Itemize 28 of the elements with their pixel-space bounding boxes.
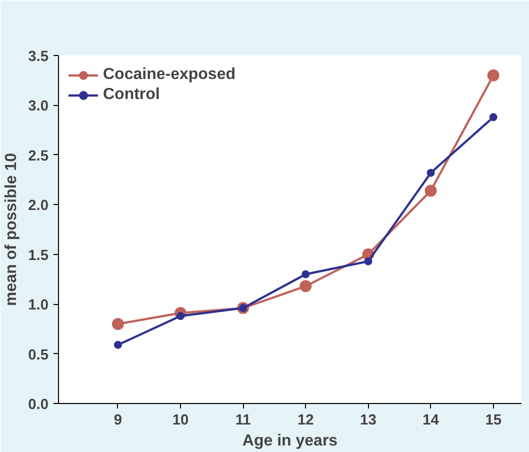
point <box>426 168 435 177</box>
x-tick-label: 10 <box>172 412 189 428</box>
point <box>364 257 372 266</box>
y-tick-label: 0.5 <box>28 347 48 364</box>
point <box>302 270 310 278</box>
y-tick-label: 3.5 <box>28 49 48 65</box>
y-tick-label: 2.5 <box>28 148 48 164</box>
x-tick-label: 14 <box>422 412 440 428</box>
y-tick-label: 3.0 <box>28 98 48 115</box>
x-tick-label: 13 <box>360 412 376 428</box>
y-tick-label: 0.0 <box>28 397 48 413</box>
point <box>112 318 124 330</box>
x-axis-title: Age in years <box>242 432 338 450</box>
point <box>487 69 500 82</box>
point <box>489 113 498 122</box>
x-tick-label: 9 <box>114 412 122 428</box>
y-tick-label: 1.5 <box>28 248 48 264</box>
y-axis-title: mean of possible 10 <box>3 152 20 306</box>
x-tick-label: 11 <box>235 412 251 428</box>
point <box>424 184 437 197</box>
x-tick-label: 12 <box>297 412 314 428</box>
x-tick-label: 15 <box>485 412 502 428</box>
legend-label: Control <box>103 86 160 104</box>
point <box>114 340 122 349</box>
legend-label: Cocaine-exposed <box>103 66 236 84</box>
point <box>300 280 312 292</box>
y-tick-label: 2.0 <box>28 198 48 214</box>
y-tick-label: 1.0 <box>28 298 48 314</box>
